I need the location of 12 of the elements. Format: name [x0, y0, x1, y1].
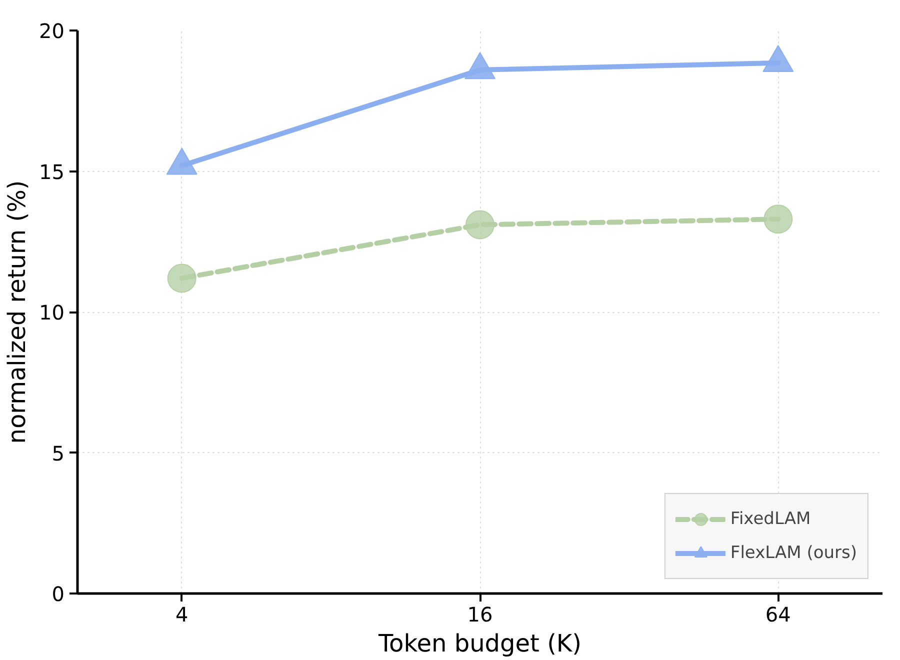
legend-label: FlexLAM (ours) [730, 543, 857, 563]
y-axis-title: normalized return (%) [3, 180, 32, 444]
legend-label: FixedLAM [730, 509, 811, 529]
y-tick-label: 20 [39, 19, 65, 43]
y-tick-label: 5 [52, 441, 65, 466]
x-tick-label: 16 [467, 602, 493, 626]
y-tick-label: 10 [39, 300, 65, 324]
x-axis-title: Token budget (K) [377, 630, 582, 658]
x-tick-label: 64 [765, 602, 791, 626]
y-tick-label: 15 [39, 160, 65, 184]
y-tick-label: 0 [52, 582, 65, 606]
x-tick-label: 4 [175, 602, 188, 626]
